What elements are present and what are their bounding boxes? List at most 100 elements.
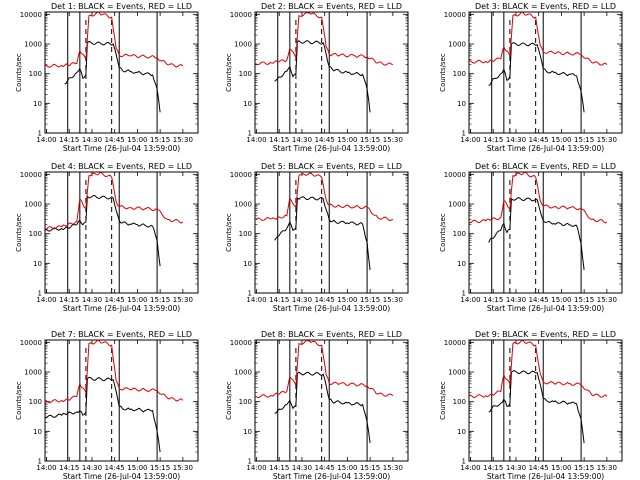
y-tick-label: 1 [38,290,42,298]
y-tick-label: 1 [38,130,42,138]
y-tick-label: 1000 [448,369,466,377]
series-line-events [488,197,585,270]
x-tick-label: 15:30 [173,464,193,472]
series-line-events [274,196,371,270]
plot-frame [254,171,409,294]
y-tick-label: 10 [33,428,42,436]
x-tick-label: 14:45 [105,464,125,472]
y-tick-label: 10 [457,260,466,268]
x-tick-label: 15:00 [337,464,357,472]
series-line-lld [255,340,394,399]
y-tick-label: 100 [239,230,252,238]
x-tick-label: 15:15 [360,464,380,472]
plot-frame [468,11,623,134]
x-axis-label: Start Time (26-Jul-04 13:59:00) [63,472,180,480]
series-line-events [45,194,161,267]
y-tick-label: 1000 [234,369,252,377]
chart-title: Det 4: BLACK = Events, RED = LLD [51,162,192,171]
chart-panel-6: Det 6: BLACK = Events, RED = LLD Start Ti… [439,162,623,313]
y-tick-label: 10000 [230,339,252,347]
x-tick-label: 14:00 [246,296,266,304]
y-axis-label: Counts/sec [225,53,233,92]
y-tick-label: 10 [243,428,252,436]
plot-frame [44,11,199,134]
y-axis-label: Counts/sec [225,213,233,252]
x-axis-label: Start Time (26-Jul-04 13:59:00) [273,472,390,480]
chart-title: Det 2: BLACK = Events, RED = LLD [261,2,402,11]
chart-panel-9: Det 9: BLACK = Events, RED = LLD Start Ti… [439,330,623,480]
x-tick-label: 14:30 [82,136,102,144]
chart-title: Det 5: BLACK = Events, RED = LLD [261,162,402,171]
x-tick-label: 15:00 [551,296,571,304]
series-line-lld [469,172,608,224]
y-tick-label: 100 [453,230,466,238]
y-tick-label: 10 [243,260,252,268]
series-line-events [274,371,371,444]
chart-title: Det 8: BLACK = Events, RED = LLD [261,330,402,339]
x-tick-label: 14:00 [36,136,56,144]
y-tick-label: 10 [33,260,42,268]
y-axis-label: Counts/sec [439,53,447,92]
x-tick-label: 15:30 [597,136,617,144]
x-tick-label: 14:45 [315,296,335,304]
y-tick-label: 1000 [448,41,466,49]
x-tick-label: 14:30 [506,136,526,144]
y-tick-label: 10000 [20,11,42,19]
y-tick-label: 10000 [20,171,42,179]
x-tick-label: 15:00 [551,136,571,144]
y-axis-label: Counts/sec [439,381,447,420]
y-tick-label: 10000 [230,11,252,19]
x-tick-label: 14:15 [269,136,289,144]
x-tick-label: 14:45 [315,464,335,472]
chart-panel-2: Det 2: BLACK = Events, RED = LLD Start Ti… [225,2,409,153]
chart-panel-4: Det 4: BLACK = Events, RED = LLD Start Ti… [15,162,199,313]
x-tick-label: 14:00 [246,464,266,472]
x-tick-label: 14:00 [460,296,480,304]
x-tick-label: 14:30 [292,296,312,304]
x-tick-label: 15:00 [337,136,357,144]
x-tick-label: 14:45 [105,296,125,304]
y-tick-label: 10000 [20,339,42,347]
y-tick-label: 1 [462,458,466,466]
plot-frame [44,171,199,294]
series-line-lld [469,340,608,398]
y-tick-label: 1000 [24,41,42,49]
y-tick-label: 1 [248,130,252,138]
y-tick-label: 100 [29,70,42,78]
x-tick-label: 14:15 [483,464,503,472]
plot-frame [254,339,409,462]
y-tick-label: 1 [462,290,466,298]
x-tick-label: 15:00 [337,296,357,304]
y-tick-label: 100 [453,70,466,78]
x-tick-label: 15:15 [150,136,170,144]
x-tick-label: 14:00 [36,464,56,472]
y-tick-label: 10000 [444,171,466,179]
y-tick-label: 1 [462,130,466,138]
y-tick-label: 10 [243,100,252,108]
x-tick-label: 15:00 [127,464,147,472]
x-tick-label: 14:15 [59,296,79,304]
x-tick-label: 14:45 [529,464,549,472]
x-tick-label: 14:15 [269,296,289,304]
plot-frame [44,339,199,462]
series-line-events [45,376,161,453]
series-line-lld [469,12,608,66]
y-tick-label: 1000 [234,201,252,209]
y-tick-label: 1 [248,290,252,298]
x-tick-label: 14:45 [315,136,335,144]
chart-panel-7: Det 7: BLACK = Events, RED = LLD Start Ti… [15,330,199,480]
y-tick-label: 1000 [24,201,42,209]
x-tick-label: 15:30 [597,464,617,472]
series-line-events [274,40,371,113]
x-tick-label: 14:00 [460,136,480,144]
series-line-lld [255,172,394,222]
x-tick-label: 15:00 [127,296,147,304]
y-tick-label: 100 [29,398,42,406]
x-tick-label: 15:15 [574,136,594,144]
series-line-lld [45,340,184,404]
x-tick-label: 14:00 [246,136,266,144]
x-tick-label: 14:45 [529,136,549,144]
x-axis-label: Start Time (26-Jul-04 13:59:00) [63,144,180,153]
y-tick-label: 10 [457,428,466,436]
